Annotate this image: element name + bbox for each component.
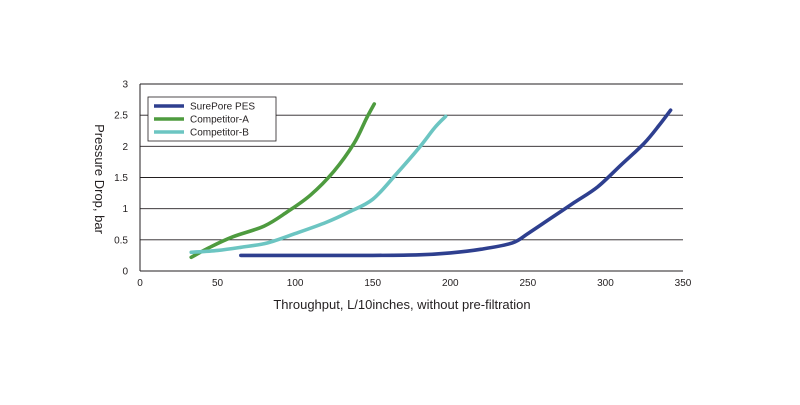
y-tick-label-1: 1 xyxy=(122,204,128,215)
x-tick-label-150: 150 xyxy=(364,278,381,289)
y-tick-label-0.5: 0.5 xyxy=(114,235,128,246)
x-tick-label-200: 200 xyxy=(442,278,459,289)
y-tick-label-2: 2 xyxy=(122,142,128,153)
y-tick-label-2.5: 2.5 xyxy=(114,111,128,122)
series-line-surepore-pes xyxy=(239,108,673,258)
series-line-competitor-a xyxy=(189,102,377,260)
x-tick-label-250: 250 xyxy=(520,278,537,289)
series-layer xyxy=(189,102,673,260)
x-tick-label-0: 0 xyxy=(137,278,143,289)
axis-layer: 0 0.5 1 1.5 2 2.5 3 0 50 100 150 200 250 300 350 xyxy=(114,80,692,290)
x-tick-label-50: 50 xyxy=(212,278,224,289)
x-tick-label-300: 300 xyxy=(597,278,614,289)
x-axis-title: Throughput, L/10inches, without pre-filt… xyxy=(273,297,530,312)
y-tick-label-1.5: 1.5 xyxy=(114,173,128,184)
x-tick-label-100: 100 xyxy=(287,278,304,289)
legend: SurePore PES Competitor-A Competitor-B xyxy=(147,96,277,142)
legend-label-surepore-pes: SurePore PES xyxy=(190,102,255,113)
legend-label-competitor-b: Competitor-B xyxy=(190,128,249,139)
x-tick-label-350: 350 xyxy=(675,278,692,289)
y-axis-title: Pressure Drop, bar xyxy=(92,124,107,234)
y-tick-label-0: 0 xyxy=(122,267,128,278)
legend-label-competitor-a: Competitor-A xyxy=(190,115,249,126)
y-tick-label-3: 3 xyxy=(122,80,128,91)
series-line-competitor-b xyxy=(189,114,448,255)
